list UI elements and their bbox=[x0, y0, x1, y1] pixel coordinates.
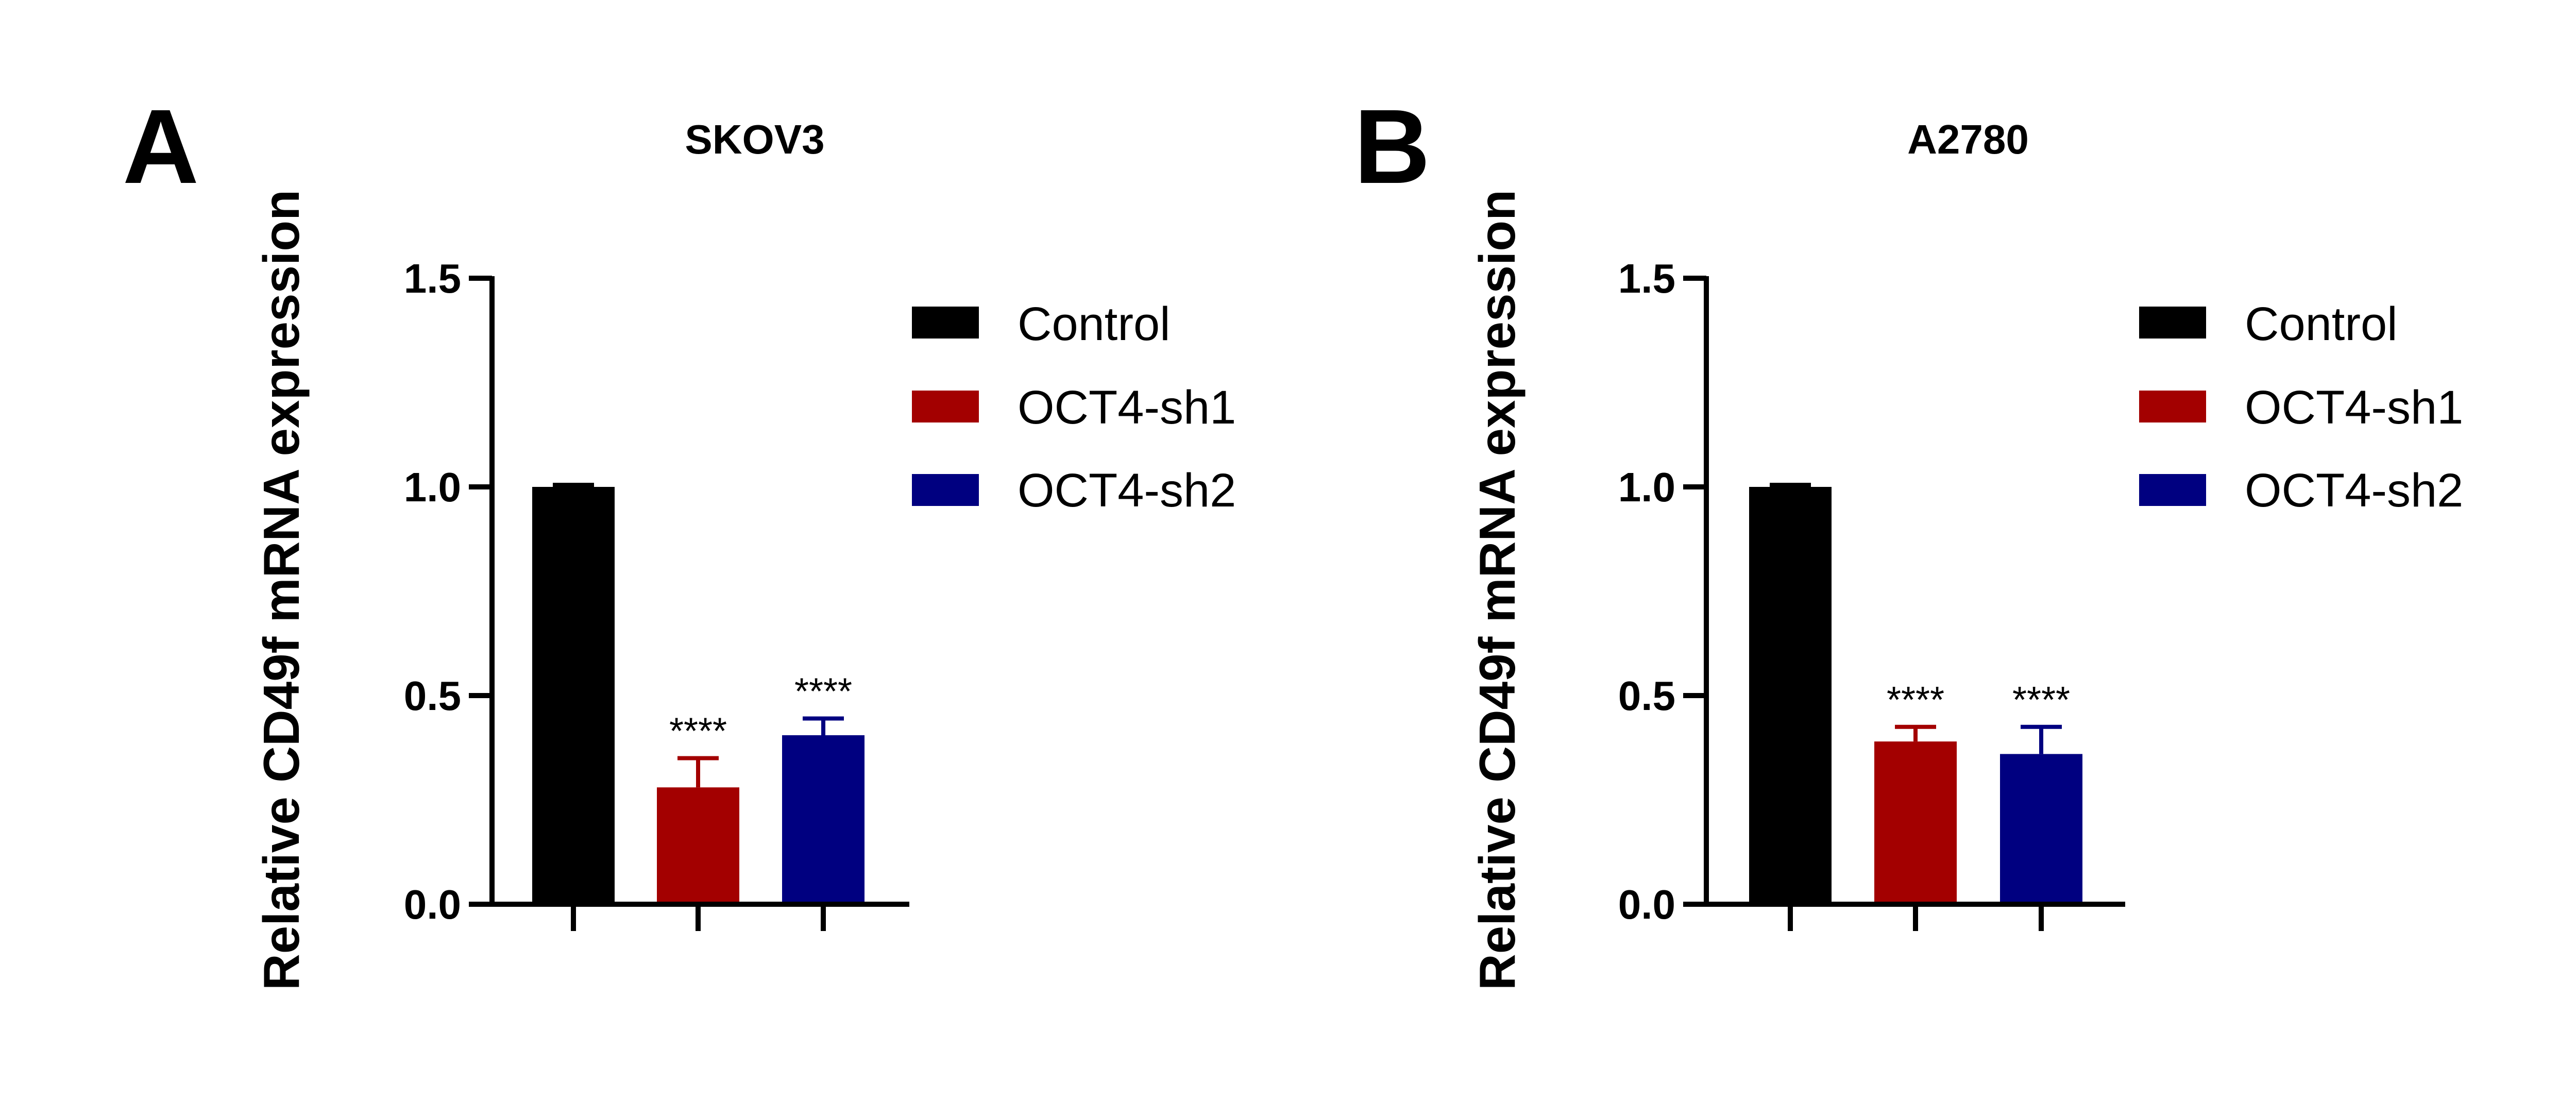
significance-label-oct4-sh2: **** bbox=[794, 671, 852, 713]
bar-control bbox=[532, 487, 615, 904]
legend: Control OCT4-sh1 OCT4-sh2 bbox=[912, 298, 1236, 517]
legend-label-oct4-sh1: OCT4-sh1 bbox=[2245, 381, 2463, 434]
legend-label-oct4-sh2: OCT4-sh2 bbox=[1018, 464, 1236, 517]
y-tick-label: 0.0 bbox=[1618, 882, 1675, 927]
y-tick-label: 1.0 bbox=[404, 464, 461, 510]
bar-oct4-sh2 bbox=[782, 735, 865, 904]
panel-b: B A2780 Relative CD49f mRNA expression *… bbox=[1354, 88, 2463, 990]
y-tick-label: 1.0 bbox=[1618, 464, 1675, 510]
legend: Control OCT4-sh1 OCT4-sh2 bbox=[2139, 298, 2463, 517]
bar-oct4-sh1 bbox=[657, 787, 739, 904]
y-tick-label: 1.5 bbox=[1618, 256, 1675, 301]
legend-swatch-control bbox=[912, 307, 979, 339]
y-axis-label: Relative CD49f mRNA expression bbox=[1469, 190, 1526, 990]
bar-oct4-sh2 bbox=[2000, 754, 2082, 904]
plot-area: **** **** 0.0 0.5 1.0 1.5 bbox=[1618, 256, 2125, 931]
bar-oct4-sh1 bbox=[1874, 741, 1957, 904]
panel-letter: B bbox=[1354, 88, 1430, 206]
chart-title: SKOV3 bbox=[685, 116, 824, 162]
y-axis-label: Relative CD49f mRNA expression bbox=[253, 190, 310, 990]
panel-a: A SKOV3 Relative CD49f mRNA expression *… bbox=[123, 88, 1236, 990]
legend-swatch-oct4-sh2 bbox=[912, 474, 979, 506]
legend-label-oct4-sh2: OCT4-sh2 bbox=[2245, 464, 2463, 517]
legend-swatch-oct4-sh1 bbox=[2139, 391, 2206, 422]
significance-label-oct4-sh2: **** bbox=[2012, 680, 2070, 721]
legend-label-control: Control bbox=[1018, 298, 1171, 350]
y-tick-label: 0.5 bbox=[1618, 673, 1675, 719]
legend-swatch-oct4-sh2 bbox=[2139, 474, 2206, 506]
legend-swatch-control bbox=[2139, 307, 2206, 339]
y-tick-label: 0.0 bbox=[404, 882, 461, 927]
significance-label-oct4-sh1: **** bbox=[1887, 680, 1944, 721]
significance-label-oct4-sh1: **** bbox=[669, 711, 727, 752]
y-tick-label: 0.5 bbox=[404, 673, 461, 719]
panel-letter: A bbox=[123, 88, 199, 206]
y-tick-label: 1.5 bbox=[404, 256, 461, 301]
chart-title: A2780 bbox=[1907, 116, 2029, 162]
legend-label-control: Control bbox=[2245, 298, 2398, 350]
legend-swatch-oct4-sh1 bbox=[912, 391, 979, 422]
plot-area: **** **** 0.0 0.5 1.0 1.5 bbox=[404, 256, 909, 931]
bar-control bbox=[1749, 487, 1832, 904]
legend-label-oct4-sh1: OCT4-sh1 bbox=[1018, 381, 1236, 434]
